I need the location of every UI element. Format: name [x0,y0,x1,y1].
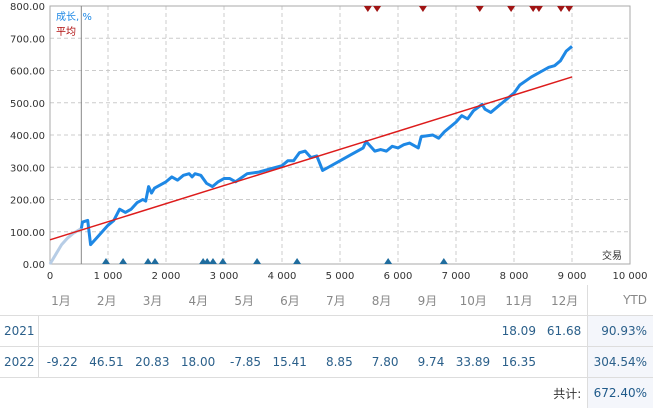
withdrawal-marker [534,6,543,12]
growth-chart: 0.00 100.00 200.00 300.00 400.00 500.00 600.00… [10,2,648,280]
growth-line [79,45,573,247]
month-header: 6月 [280,293,300,308]
ytd-value: 304.54% [587,346,653,378]
y-tick-label: 100.00 [10,228,45,239]
x-tick-label: 9 000 [558,271,587,280]
deposit-marker [144,258,153,264]
withdrawal-marker [565,6,574,12]
month-value [541,346,588,378]
month-value: 7.80 [358,346,405,378]
month-header: 11月 [505,293,533,308]
month-value: 20.83 [129,346,176,378]
growth-line-history [48,227,83,265]
deposit-marker [218,258,227,264]
y-tick-label: 800.00 [10,2,45,13]
month-value: -7.85 [221,346,268,378]
month-value [267,315,313,347]
month-value: 61.68 [541,315,588,347]
table-row: 2021 18.09 61.68 90.93% [0,315,653,347]
ytd-header: YTD [587,285,653,316]
month-value [404,315,451,347]
x-tick-label: 0 [47,271,53,280]
month-value: 33.89 [450,346,497,378]
deposit-marker [293,258,302,264]
month-value [129,315,176,347]
withdrawal-marker [507,6,516,12]
y-tick-label: 0.00 [23,260,45,271]
month-header: 5月 [234,293,254,308]
month-value: 16.35 [496,346,542,378]
x-tick-label: 2 000 [152,271,181,280]
withdrawal-marker [418,6,427,12]
x-tick-label: 1 000 [94,271,123,280]
month-value [312,315,359,347]
withdrawal-marker [373,6,382,12]
month-value [83,315,130,347]
month-value: 46.51 [83,346,130,378]
y-tick-label: 600.00 [10,67,45,78]
year-label: 2021 [0,315,39,347]
deposit-marker [208,258,217,264]
total-label: 共计: [0,377,588,408]
x-tick-label: 3 000 [210,271,239,280]
monthly-returns-table: 1月 2月 3月 4月 5月 6月 7月 8月 9月 10月 11月 12月 YTD 2021 18.09… [0,285,653,408]
month-header: 2月 [96,293,117,308]
month-header: 3月 [142,293,163,308]
month-header: 9月 [417,293,438,308]
withdrawal-marker [529,6,538,12]
legend-growth: 成长, % [56,11,92,23]
y-tick-label: 400.00 [10,131,45,142]
withdrawal-marker [363,6,372,12]
x-tick-label: 7 000 [442,271,471,280]
table-header: 1月 2月 3月 4月 5月 6月 7月 8月 9月 10月 11月 12月 YTD [0,285,653,316]
total-row: 共计: 672.40% [0,377,653,408]
legend-average: 平均 [56,26,76,38]
x-tick-label: 4 000 [268,271,297,280]
month-value [358,315,405,347]
y-tick-label: 500.00 [10,99,45,110]
month-header: 1月 [51,293,71,308]
month-value [175,315,222,347]
deposit-marker [384,258,393,264]
deposit-marker [119,258,128,264]
deposit-marker [150,258,159,264]
deposit-marker [253,258,262,264]
month-header: 4月 [188,293,209,308]
year-label: 2022 [0,346,39,378]
deposit-marker [101,258,110,264]
withdrawal-marker [475,6,484,12]
month-value: 15.41 [267,346,313,378]
month-value [38,315,84,347]
month-value: 18.00 [175,346,222,378]
month-value: 8.85 [312,346,359,378]
month-value [221,315,268,347]
plot-frame [49,5,631,265]
x-tick-label: 8 000 [500,271,529,280]
total-value: 672.40% [587,377,653,408]
withdrawal-marker [556,6,565,12]
deposit-marker [439,258,448,264]
month-header: 12月 [550,293,579,308]
month-header: 8月 [371,293,392,308]
y-tick-label: 200.00 [10,196,45,207]
x-tick-label: 5 000 [326,271,355,280]
month-value: 18.09 [496,315,542,347]
month-value: -9.22 [38,346,84,378]
month-header: 10月 [459,293,487,308]
month-header: 7月 [325,293,346,308]
average-line [49,76,573,241]
x-tick-label: 6 000 [384,271,413,280]
month-value [450,315,497,347]
y-tick-label: 300.00 [10,163,45,174]
ytd-value: 90.93% [587,315,653,347]
x-axis-label: 交易 [602,249,622,262]
x-tick-label: 10 000 [613,271,648,280]
month-value: 9.74 [404,346,451,378]
table-row: 2022 -9.22 46.51 20.83 18.00 -7.85 15.41 8.85 7.… [0,346,653,378]
y-tick-label: 700.00 [10,34,45,45]
deposit-marker [203,258,212,264]
